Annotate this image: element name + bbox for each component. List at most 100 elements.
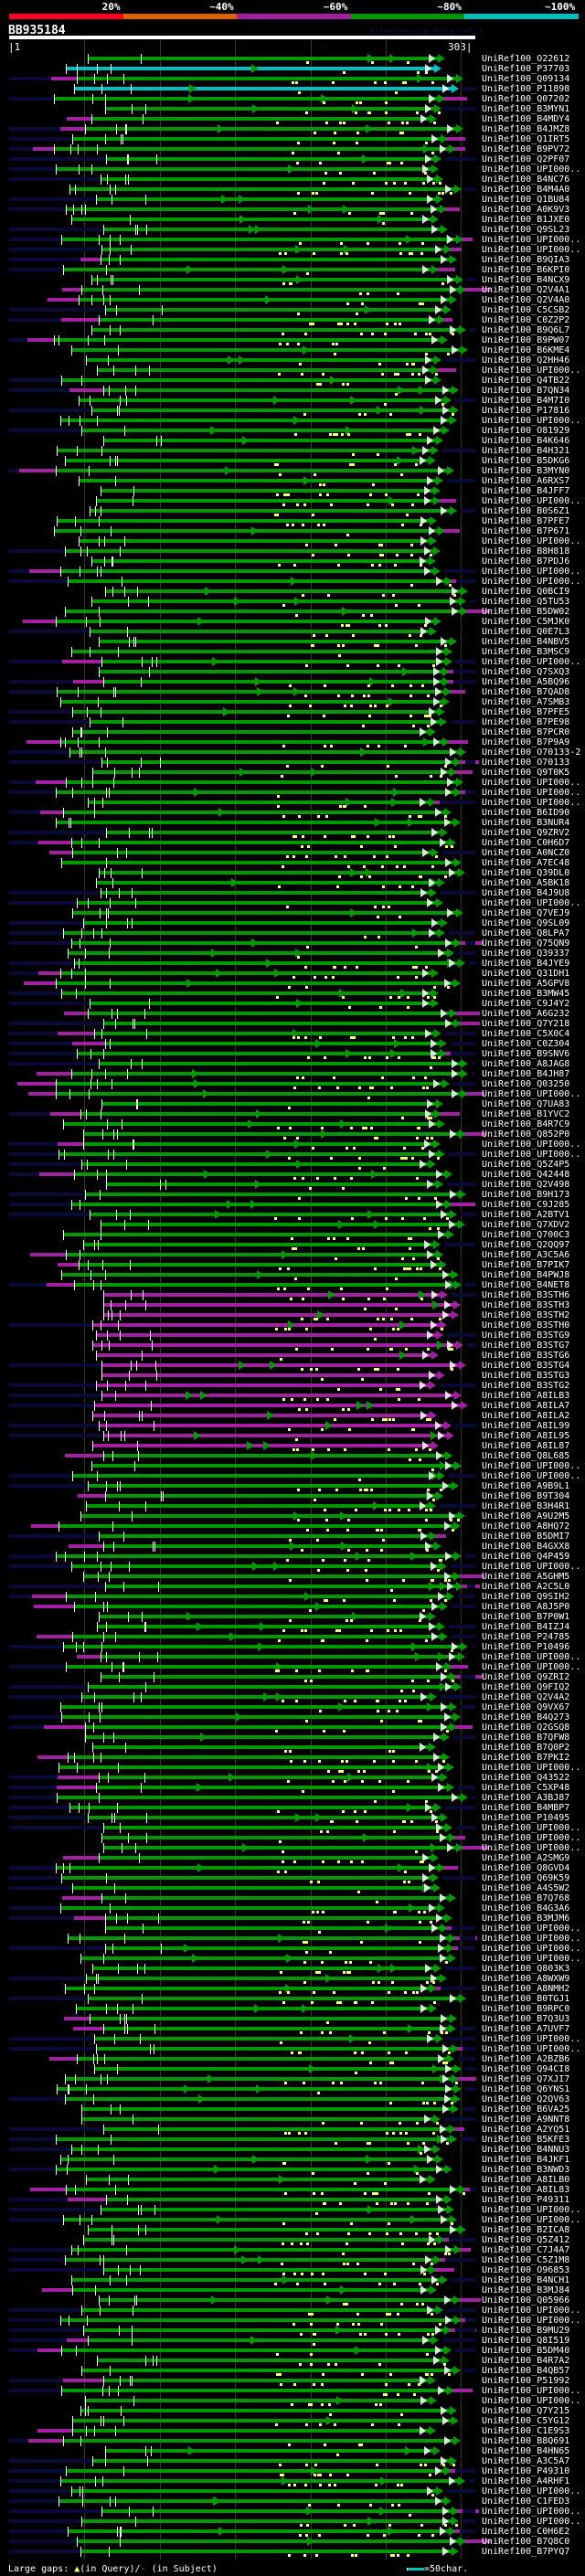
- hit-row[interactable]: UniRef100_P11898: [0, 84, 585, 94]
- hit-row[interactable]: UniRef100_C1E9S3: [0, 2426, 585, 2436]
- hit-row[interactable]: UniRef100_B9QIA3: [0, 255, 585, 265]
- hit-row[interactable]: UniRef100_UPI000..: [0, 1924, 585, 1934]
- hit-row[interactable]: UniRef100_C1FED3: [0, 2496, 585, 2507]
- hit-label[interactable]: UniRef100_B6VA25: [482, 2104, 570, 2115]
- hit-label[interactable]: UniRef100_B3STG7: [482, 1341, 570, 1351]
- hit-label[interactable]: UniRef100_B3NUR4: [482, 818, 570, 828]
- hit-row[interactable]: UniRef100_B7QAD8: [0, 687, 585, 697]
- hit-row[interactable]: UniRef100_Q2V4A0: [0, 295, 585, 305]
- hit-label[interactable]: UniRef100_UPI000..: [482, 2034, 581, 2044]
- hit-row[interactable]: UniRef100_P24785: [0, 1632, 585, 1642]
- hit-label[interactable]: UniRef100_B7Q0P2: [482, 1743, 570, 1753]
- hit-row[interactable]: UniRef100_Q42448: [0, 1170, 585, 1180]
- hit-label[interactable]: UniRef100_P17816: [482, 406, 570, 416]
- hit-row[interactable]: UniRef100_B4NCH1: [0, 2275, 585, 2285]
- hit-label[interactable]: UniRef100_Q42448: [482, 1170, 570, 1180]
- hit-label[interactable]: UniRef100_UPI000..: [482, 2517, 581, 2527]
- hit-label[interactable]: UniRef100_B7P0W1: [482, 1612, 570, 1622]
- hit-row[interactable]: UniRef100_Q0BCI9: [0, 587, 585, 597]
- hit-label[interactable]: UniRef100_O81929: [482, 426, 570, 436]
- hit-row[interactable]: UniRef100_UPI000..: [0, 1823, 585, 1833]
- hit-row[interactable]: UniRef100_UPI000..: [0, 1763, 585, 1773]
- hit-label[interactable]: UniRef100_A9B9L1: [482, 1481, 570, 1491]
- hit-row[interactable]: UniRef100_Q94CI8: [0, 2064, 585, 2074]
- hit-row[interactable]: UniRef100_Q2V498: [0, 1180, 585, 1190]
- hit-row[interactable]: UniRef100_A8IL99: [0, 1421, 585, 1431]
- hit-row[interactable]: UniRef100_B7PFE7: [0, 516, 585, 526]
- hit-label[interactable]: UniRef100_B8H818: [482, 546, 570, 557]
- hit-label[interactable]: UniRef100_B5KFE3: [482, 2135, 570, 2145]
- hit-label[interactable]: UniRef100_B3STG4: [482, 1361, 570, 1371]
- hit-row[interactable]: UniRef100_B7Q768: [0, 1893, 585, 1903]
- hit-row[interactable]: UniRef100_C7J4A7: [0, 2245, 585, 2255]
- hit-row[interactable]: UniRef100_A2BTV1: [0, 1210, 585, 1220]
- hit-label[interactable]: UniRef100_C0Z2P2: [482, 315, 570, 325]
- hit-label[interactable]: UniRef100_UPI000..: [482, 1763, 581, 1773]
- hit-label[interactable]: UniRef100_B6ID90: [482, 808, 570, 818]
- hit-label[interactable]: UniRef100_B3STG2: [482, 1381, 570, 1391]
- hit-label[interactable]: UniRef100_B3STH2: [482, 1310, 570, 1320]
- hit-row[interactable]: UniRef100_Q7SXQ3: [0, 667, 585, 677]
- hit-label[interactable]: UniRef100_UPI000..: [482, 2306, 581, 2316]
- hit-row[interactable]: UniRef100_C0Z304: [0, 1039, 585, 1049]
- hit-label[interactable]: UniRef100_B9T304: [482, 1491, 570, 1501]
- hit-label[interactable]: UniRef100_Q8L685: [482, 1451, 570, 1461]
- hit-row[interactable]: UniRef100_A5GPV8: [0, 979, 585, 989]
- hit-row[interactable]: UniRef100_UPI000..: [0, 1461, 585, 1471]
- hit-row[interactable]: UniRef100_B3MYN1: [0, 104, 585, 114]
- hit-label[interactable]: UniRef100_UPI000..: [482, 1562, 581, 1572]
- hit-label[interactable]: UniRef100_B3STH3: [482, 1300, 570, 1310]
- hit-row[interactable]: UniRef100_B4JKF1: [0, 2155, 585, 2165]
- hit-label[interactable]: UniRef100_B2ICA8: [482, 2225, 570, 2235]
- hit-label[interactable]: UniRef100_UPI000..: [482, 1471, 581, 1481]
- hit-label[interactable]: UniRef100_Q9T0K5: [482, 768, 570, 778]
- hit-row[interactable]: UniRef100_C5YG12: [0, 2416, 585, 2426]
- hit-row[interactable]: UniRef100_B9SNV6: [0, 1049, 585, 1059]
- hit-row[interactable]: UniRef100_B4NNU3: [0, 2145, 585, 2155]
- hit-label[interactable]: UniRef100_UPI000..: [482, 2215, 581, 2225]
- hit-row[interactable]: UniRef100_A9U2M5: [0, 1511, 585, 1521]
- hit-label[interactable]: UniRef100_A9NNT8: [482, 2115, 570, 2125]
- hit-label[interactable]: UniRef100_Q09134: [482, 74, 570, 84]
- hit-row[interactable]: UniRef100_B7PFE5: [0, 707, 585, 717]
- hit-row[interactable]: UniRef100_Q4TB22: [0, 376, 585, 386]
- hit-row[interactable]: UniRef100_Q9SIH2: [0, 1592, 585, 1602]
- hit-row[interactable]: UniRef100_Q0E7L3: [0, 627, 585, 637]
- hit-label[interactable]: UniRef100_B4JH87: [482, 1069, 570, 1079]
- hit-row[interactable]: UniRef100_B7Q0P2: [0, 1743, 585, 1753]
- hit-row[interactable]: UniRef100_UPI000..: [0, 788, 585, 798]
- hit-label[interactable]: UniRef100_A5GHM5: [482, 1572, 570, 1582]
- hit-row[interactable]: UniRef100_A2BZB6: [0, 2054, 585, 2064]
- hit-label[interactable]: UniRef100_UPI000..: [482, 577, 581, 587]
- hit-row[interactable]: UniRef100_C5MJK0: [0, 617, 585, 627]
- hit-label[interactable]: UniRef100_UPI000..: [482, 1089, 581, 1099]
- hit-row[interactable]: UniRef100_Q7Y218: [0, 1019, 585, 1029]
- hit-row[interactable]: UniRef100_B4JMZ8: [0, 124, 585, 134]
- hit-row[interactable]: UniRef100_UPI000..: [0, 2517, 585, 2527]
- hit-label[interactable]: UniRef100_B7PYQ7: [482, 2547, 570, 2557]
- hit-label[interactable]: UniRef100_Q9SL09: [482, 918, 570, 928]
- hit-label[interactable]: UniRef100_A4S5W2: [482, 1883, 570, 1893]
- hit-row[interactable]: UniRef100_Q1IRT5: [0, 134, 585, 144]
- hit-label[interactable]: UniRef100_B4M4A0: [482, 185, 570, 195]
- hit-row[interactable]: UniRef100_A8HQ72: [0, 1521, 585, 1532]
- hit-label[interactable]: UniRef100_C1FED3: [482, 2496, 570, 2507]
- hit-label[interactable]: UniRef100_C0H6D7: [482, 838, 570, 848]
- hit-label[interactable]: UniRef100_A2C5L0: [482, 1582, 570, 1592]
- hit-row[interactable]: UniRef100_Q7Y215: [0, 2406, 585, 2416]
- hit-label[interactable]: UniRef100_A5BK18: [482, 878, 570, 888]
- hit-row[interactable]: UniRef100_B4JYE9: [0, 959, 585, 969]
- hit-row[interactable]: UniRef100_A8WXW9: [0, 1974, 585, 1984]
- hit-label[interactable]: UniRef100_A7SMB3: [482, 697, 570, 707]
- hit-label[interactable]: UniRef100_B4MBP7: [482, 1803, 570, 1813]
- hit-label[interactable]: UniRef100_A7EC48: [482, 858, 570, 868]
- hit-label[interactable]: UniRef100_B4JMZ8: [482, 124, 570, 134]
- hit-label[interactable]: UniRef100_B4J9U8: [482, 888, 570, 898]
- hit-row[interactable]: UniRef100_C5Z1M8: [0, 2255, 585, 2265]
- hit-row[interactable]: UniRef100_B3STG4: [0, 1361, 585, 1371]
- hit-label[interactable]: UniRef100_Q94CI8: [482, 2064, 570, 2074]
- hit-label[interactable]: UniRef100_Q2QQ97: [482, 1240, 570, 1250]
- hit-label[interactable]: UniRef100_Q07202: [482, 94, 570, 104]
- hit-label[interactable]: UniRef100_A9U2M5: [482, 1511, 570, 1521]
- hit-label[interactable]: UniRef100_O70133: [482, 758, 570, 768]
